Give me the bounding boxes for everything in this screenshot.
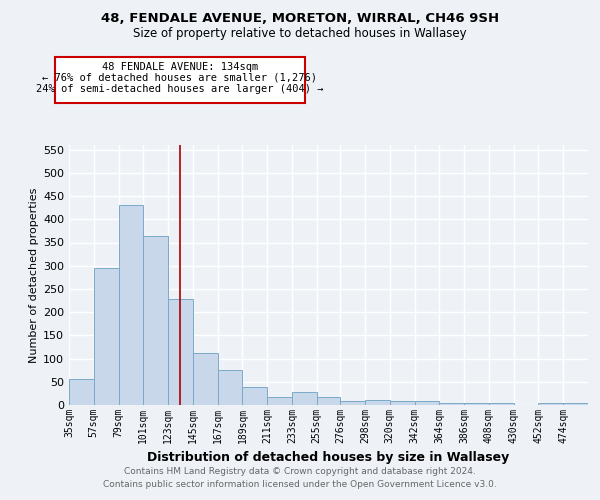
Text: ← 76% of detached houses are smaller (1,276): ← 76% of detached houses are smaller (1,… [43,73,317,83]
Bar [143,236,168,405]
Text: 48, FENDALE AVENUE, MORETON, WIRRAL, CH46 9SH: 48, FENDALE AVENUE, MORETON, WIRRAL, CH4… [101,12,499,26]
Text: Contains HM Land Registry data © Crown copyright and database right 2024.: Contains HM Land Registry data © Crown c… [124,467,476,476]
Bar [94,268,119,405]
Bar [365,400,390,405]
Bar [489,402,514,405]
Y-axis label: Number of detached properties: Number of detached properties [29,188,39,362]
Bar [415,402,439,405]
Bar [168,299,193,405]
Bar [538,403,563,405]
Bar [390,401,415,405]
Bar [292,392,317,405]
Text: Contains public sector information licensed under the Open Government Licence v3: Contains public sector information licen… [103,480,497,489]
X-axis label: Distribution of detached houses by size in Wallasey: Distribution of detached houses by size … [148,452,509,464]
Bar [563,403,588,405]
Bar [340,402,365,405]
Bar [218,370,242,405]
Bar [69,378,94,405]
Bar [119,206,143,405]
Bar [242,388,267,405]
Bar [267,396,292,405]
Bar [193,352,218,405]
Text: 48 FENDALE AVENUE: 134sqm: 48 FENDALE AVENUE: 134sqm [102,62,258,72]
Bar [317,397,340,405]
Bar [439,402,464,405]
Text: 24% of semi-detached houses are larger (404) →: 24% of semi-detached houses are larger (… [36,84,324,94]
Text: Size of property relative to detached houses in Wallasey: Size of property relative to detached ho… [133,28,467,40]
Bar [464,402,489,405]
